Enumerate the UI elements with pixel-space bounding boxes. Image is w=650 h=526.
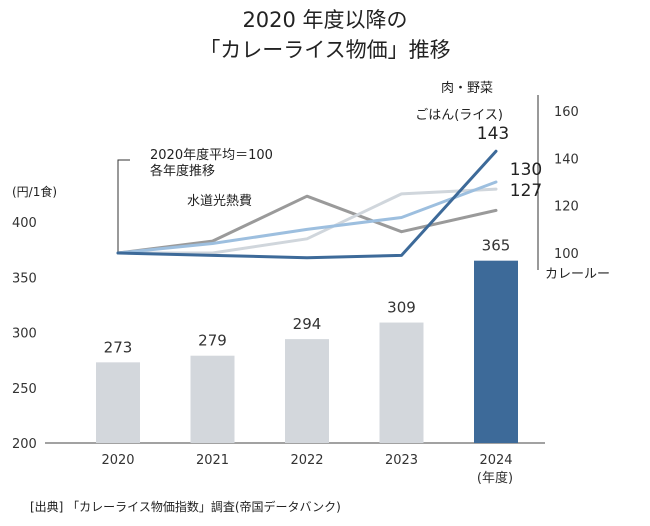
- bar-value-label: 309: [387, 299, 416, 317]
- series-label-rice: ごはん(ライス): [415, 107, 503, 123]
- index-tick-label: 120: [554, 200, 579, 215]
- end-value-rice: 130: [510, 160, 542, 180]
- bar-value-label: 365: [482, 237, 511, 255]
- x-axis-ticks: 2020 2021 2022 2023 2024: [101, 453, 512, 468]
- bar-value-label: 294: [293, 315, 322, 333]
- bar-value-labels: 273 279 294 309 365: [104, 237, 511, 357]
- x-tick-label: 2020: [101, 453, 134, 468]
- source-note: [出典] 「カレーライス物価指数」調査(帝国データバンク): [30, 499, 341, 514]
- bar-2020: [96, 362, 140, 443]
- bar-2022: [285, 339, 329, 443]
- y-tick-label: 200: [12, 437, 37, 452]
- x-axis-unit: (年度): [477, 470, 513, 486]
- y-tick-label: 350: [12, 271, 37, 286]
- y-tick-label: 400: [12, 216, 37, 231]
- series-label-meat-veg: 肉・野菜: [441, 81, 493, 96]
- index-lines: [116, 149, 498, 260]
- index-tick-label: 100: [554, 247, 579, 262]
- y-axis-ticks: 400 350 300 250 200: [12, 216, 37, 452]
- end-value-roux: 143: [477, 124, 509, 144]
- x-tick-label: 2024: [479, 453, 512, 468]
- x-tick-label: 2022: [290, 453, 323, 468]
- index-note-line1: 2020年度平均＝100: [150, 147, 273, 163]
- index-tick-label: 140: [554, 152, 579, 167]
- index-note-bracket: [117, 159, 130, 252]
- index-note-line2: 各年度推移: [150, 163, 215, 179]
- bar-2024: [474, 260, 518, 443]
- x-tick-label: 2021: [196, 453, 229, 468]
- end-value-meat-veg: 127: [510, 181, 542, 201]
- series-label-utilities: 水道光熱費: [187, 194, 252, 209]
- index-tick-label: 160: [554, 105, 579, 120]
- index-line-1: [116, 180, 498, 255]
- chart-title-line1: 2020 年度以降の: [242, 8, 407, 32]
- index-axis-ticks: 160 140 120 100: [554, 105, 579, 262]
- bar-2021: [190, 355, 235, 443]
- bar-value-label: 273: [104, 338, 133, 356]
- y-axis-unit: (円/1食): [12, 184, 57, 199]
- series-label-roux: カレールー: [545, 267, 610, 282]
- bar-2023: [379, 322, 424, 443]
- bars: [96, 260, 518, 443]
- index-line-2: [116, 187, 498, 255]
- x-tick-label: 2023: [385, 453, 418, 468]
- index-line-0: [116, 149, 498, 260]
- index-line-3: [116, 194, 498, 255]
- y-tick-label: 300: [12, 327, 37, 342]
- bar-value-label: 279: [198, 332, 227, 350]
- y-tick-label: 250: [12, 382, 37, 397]
- chart-title-line2: 「カレーライス物価」推移: [199, 38, 450, 62]
